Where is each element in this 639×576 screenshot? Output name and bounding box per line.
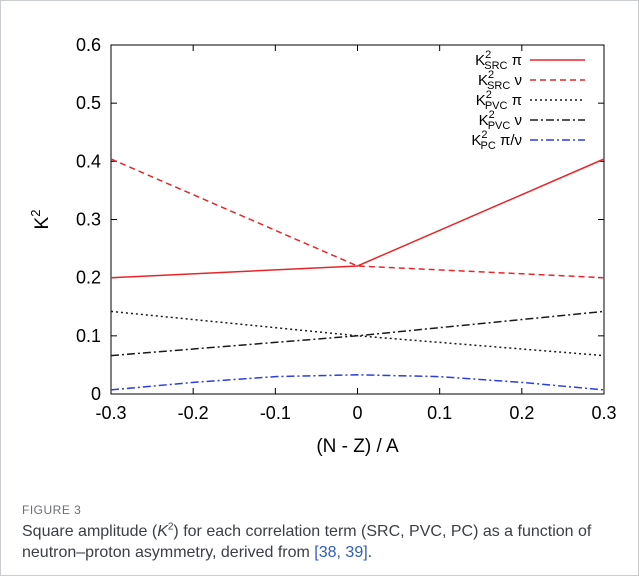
x-tick-label: 0 xyxy=(352,403,362,423)
caption-text-after: . xyxy=(367,544,373,561)
line-chart: -0.3 -0.2 -0.1 0 0.1 0.2 0.3 0 0.1 0.2 0.3 0.4 0.5 0.… xyxy=(28,35,617,457)
y-tick-label: 0.4 xyxy=(76,151,101,171)
y-axis-label: K2 xyxy=(28,210,53,230)
x-tick-label: -0.2 xyxy=(178,403,209,423)
series-line-2 xyxy=(110,158,605,279)
x-tick-label: 0.2 xyxy=(509,403,534,423)
y-tick-label: 0.5 xyxy=(76,93,101,113)
x-axis-label: (N - Z) / A xyxy=(316,436,399,457)
series-line-1 xyxy=(110,158,605,279)
y-tick-label: 0.6 xyxy=(76,35,101,55)
x-tick-label: 0.1 xyxy=(427,403,452,423)
legend-label-4: K2 PVC ν xyxy=(479,109,522,132)
legend-label-1: K2 SRC π xyxy=(475,49,522,72)
caption-text-before: Square amplitude ( xyxy=(22,523,158,540)
legend-label-2: K2 SRC ν xyxy=(478,69,522,92)
series-line-5 xyxy=(110,374,605,391)
x-tick-label: -0.1 xyxy=(260,403,291,423)
caption-k-symbol: K xyxy=(157,523,168,540)
y-tick-label: 0.1 xyxy=(76,326,101,346)
figure-caption: Square amplitude (K2) for each correlati… xyxy=(22,521,622,563)
x-tick-label: 0.3 xyxy=(591,403,616,423)
legend-label-5: K2 PC π/ν xyxy=(471,129,522,152)
y-tick-label: 0.2 xyxy=(76,268,101,288)
plot-frame xyxy=(110,44,605,395)
x-tick-label: -0.3 xyxy=(95,403,126,423)
series-line-4 xyxy=(110,310,605,357)
y-tick-label: 0.3 xyxy=(76,210,101,230)
figure-label: FIGURE 3 xyxy=(22,503,82,517)
caption-reference-link[interactable]: [38, 39] xyxy=(314,544,368,561)
y-tick-label: 0 xyxy=(91,384,101,404)
legend-label-3: K2 PVC π xyxy=(476,89,522,112)
caption-k-superscript: 2 xyxy=(167,521,174,533)
caption-text-middle: ) for each correlation term (SRC, PVC, P… xyxy=(22,523,592,561)
